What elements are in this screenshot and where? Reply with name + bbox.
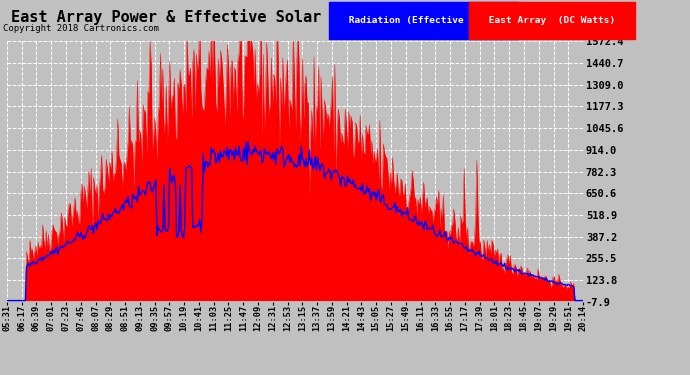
Text: East Array  (DC Watts): East Array (DC Watts) <box>483 16 621 25</box>
Text: Copyright 2018 Cartronics.com: Copyright 2018 Cartronics.com <box>3 24 159 33</box>
Text: East Array Power & Effective Solar Radiation Fri Jul 13 20:17: East Array Power & Effective Solar Radia… <box>12 9 568 26</box>
Text: Radiation (Effective w/m2): Radiation (Effective w/m2) <box>343 16 504 25</box>
